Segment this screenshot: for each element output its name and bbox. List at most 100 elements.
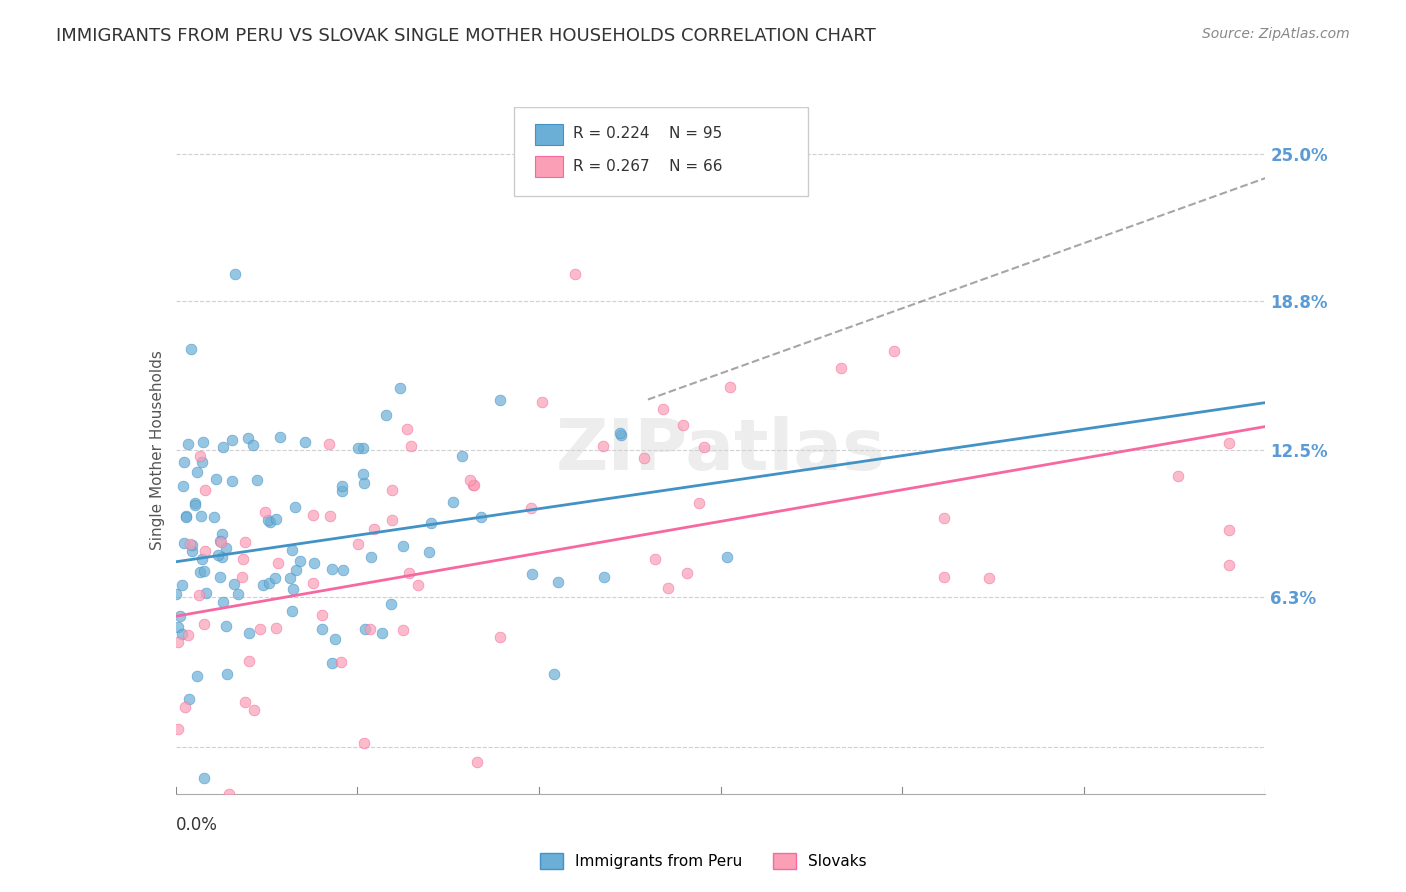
Slovaks — [530, 394, 553, 409]
Slovaks — [267, 556, 290, 570]
Slovaks — [302, 576, 325, 591]
FancyBboxPatch shape — [536, 124, 562, 145]
Immigrants from Peru — [346, 442, 368, 456]
Immigrants from Peru — [167, 620, 190, 634]
Slovaks — [174, 700, 197, 714]
Immigrants from Peru — [190, 455, 212, 469]
Slovaks — [592, 439, 614, 453]
Immigrants from Peru — [221, 434, 243, 448]
Immigrants from Peru — [215, 666, 238, 681]
Slovaks — [353, 735, 375, 749]
Immigrants from Peru — [294, 435, 316, 450]
Slovaks — [381, 483, 404, 497]
Immigrants from Peru — [207, 548, 229, 562]
Immigrants from Peru — [193, 435, 215, 450]
Immigrants from Peru — [256, 513, 278, 527]
Immigrants from Peru — [543, 667, 565, 681]
Immigrants from Peru — [389, 380, 412, 394]
Immigrants from Peru — [226, 586, 249, 600]
Immigrants from Peru — [264, 570, 287, 584]
Immigrants from Peru — [593, 570, 616, 584]
Slovaks — [233, 535, 256, 549]
Slovaks — [311, 607, 333, 622]
Immigrants from Peru — [215, 619, 238, 633]
Immigrants from Peru — [166, 587, 188, 601]
Slovaks — [396, 422, 419, 436]
Immigrants from Peru — [190, 551, 212, 566]
Immigrants from Peru — [609, 426, 631, 441]
Slovaks — [1218, 558, 1240, 572]
Slovaks — [179, 537, 201, 551]
Immigrants from Peru — [352, 467, 374, 481]
Slovaks — [693, 440, 716, 454]
Immigrants from Peru — [186, 465, 208, 479]
Slovaks — [381, 513, 404, 527]
Immigrants from Peru — [281, 582, 304, 596]
Slovaks — [458, 473, 481, 487]
Text: IMMIGRANTS FROM PERU VS SLOVAK SINGLE MOTHER HOUSEHOLDS CORRELATION CHART: IMMIGRANTS FROM PERU VS SLOVAK SINGLE MO… — [56, 27, 876, 45]
FancyBboxPatch shape — [536, 156, 562, 178]
Immigrants from Peru — [284, 500, 307, 514]
Slovaks — [718, 379, 741, 393]
Slovaks — [233, 696, 256, 710]
Immigrants from Peru — [208, 569, 231, 583]
Slovaks — [463, 477, 485, 491]
Immigrants from Peru — [280, 604, 302, 618]
Immigrants from Peru — [302, 556, 325, 570]
Immigrants from Peru — [392, 539, 415, 553]
Slovaks — [652, 402, 675, 417]
Immigrants from Peru — [174, 509, 197, 524]
Immigrants from Peru — [352, 441, 374, 455]
Immigrants from Peru — [354, 623, 377, 637]
Slovaks — [564, 268, 586, 282]
Slovaks — [489, 630, 512, 644]
Slovaks — [194, 543, 217, 558]
Slovaks — [363, 522, 385, 536]
Immigrants from Peru — [257, 576, 280, 591]
Slovaks — [177, 628, 200, 642]
Immigrants from Peru — [374, 408, 396, 422]
FancyBboxPatch shape — [513, 107, 808, 196]
Immigrants from Peru — [224, 267, 246, 281]
Slovaks — [644, 552, 666, 566]
Immigrants from Peru — [278, 571, 301, 585]
Slovaks — [399, 439, 422, 453]
Immigrants from Peru — [212, 595, 235, 609]
Slovaks — [209, 534, 232, 549]
Slovaks — [194, 483, 217, 497]
Y-axis label: Single Mother Households: Single Mother Households — [149, 351, 165, 550]
Immigrants from Peru — [420, 516, 443, 530]
Slovaks — [319, 509, 342, 524]
Slovaks — [166, 635, 188, 649]
Text: R = 0.267    N = 66: R = 0.267 N = 66 — [574, 160, 723, 174]
Immigrants from Peru — [252, 578, 274, 592]
Immigrants from Peru — [181, 538, 204, 552]
Immigrants from Peru — [547, 575, 569, 590]
Slovaks — [461, 478, 484, 492]
Slovaks — [359, 623, 381, 637]
Immigrants from Peru — [170, 578, 193, 592]
Immigrants from Peru — [193, 564, 215, 578]
Legend: Immigrants from Peru, Slovaks: Immigrants from Peru, Slovaks — [533, 847, 873, 875]
Immigrants from Peru — [242, 438, 264, 452]
Immigrants from Peru — [470, 509, 492, 524]
Slovaks — [672, 417, 695, 432]
Immigrants from Peru — [181, 544, 204, 558]
Slovaks — [253, 505, 276, 519]
Immigrants from Peru — [259, 515, 281, 529]
Immigrants from Peru — [188, 565, 211, 579]
Text: 0.0%: 0.0% — [176, 816, 218, 834]
Immigrants from Peru — [238, 626, 260, 640]
Text: R = 0.224    N = 95: R = 0.224 N = 95 — [574, 126, 723, 141]
Slovaks — [238, 654, 260, 668]
Immigrants from Peru — [330, 479, 353, 493]
Immigrants from Peru — [330, 484, 353, 499]
Slovaks — [218, 787, 240, 801]
Slovaks — [264, 621, 287, 635]
Slovaks — [188, 450, 211, 464]
Immigrants from Peru — [246, 473, 269, 487]
Slovaks — [398, 566, 420, 580]
Immigrants from Peru — [222, 576, 245, 591]
Immigrants from Peru — [172, 479, 194, 493]
Slovaks — [1218, 523, 1240, 537]
